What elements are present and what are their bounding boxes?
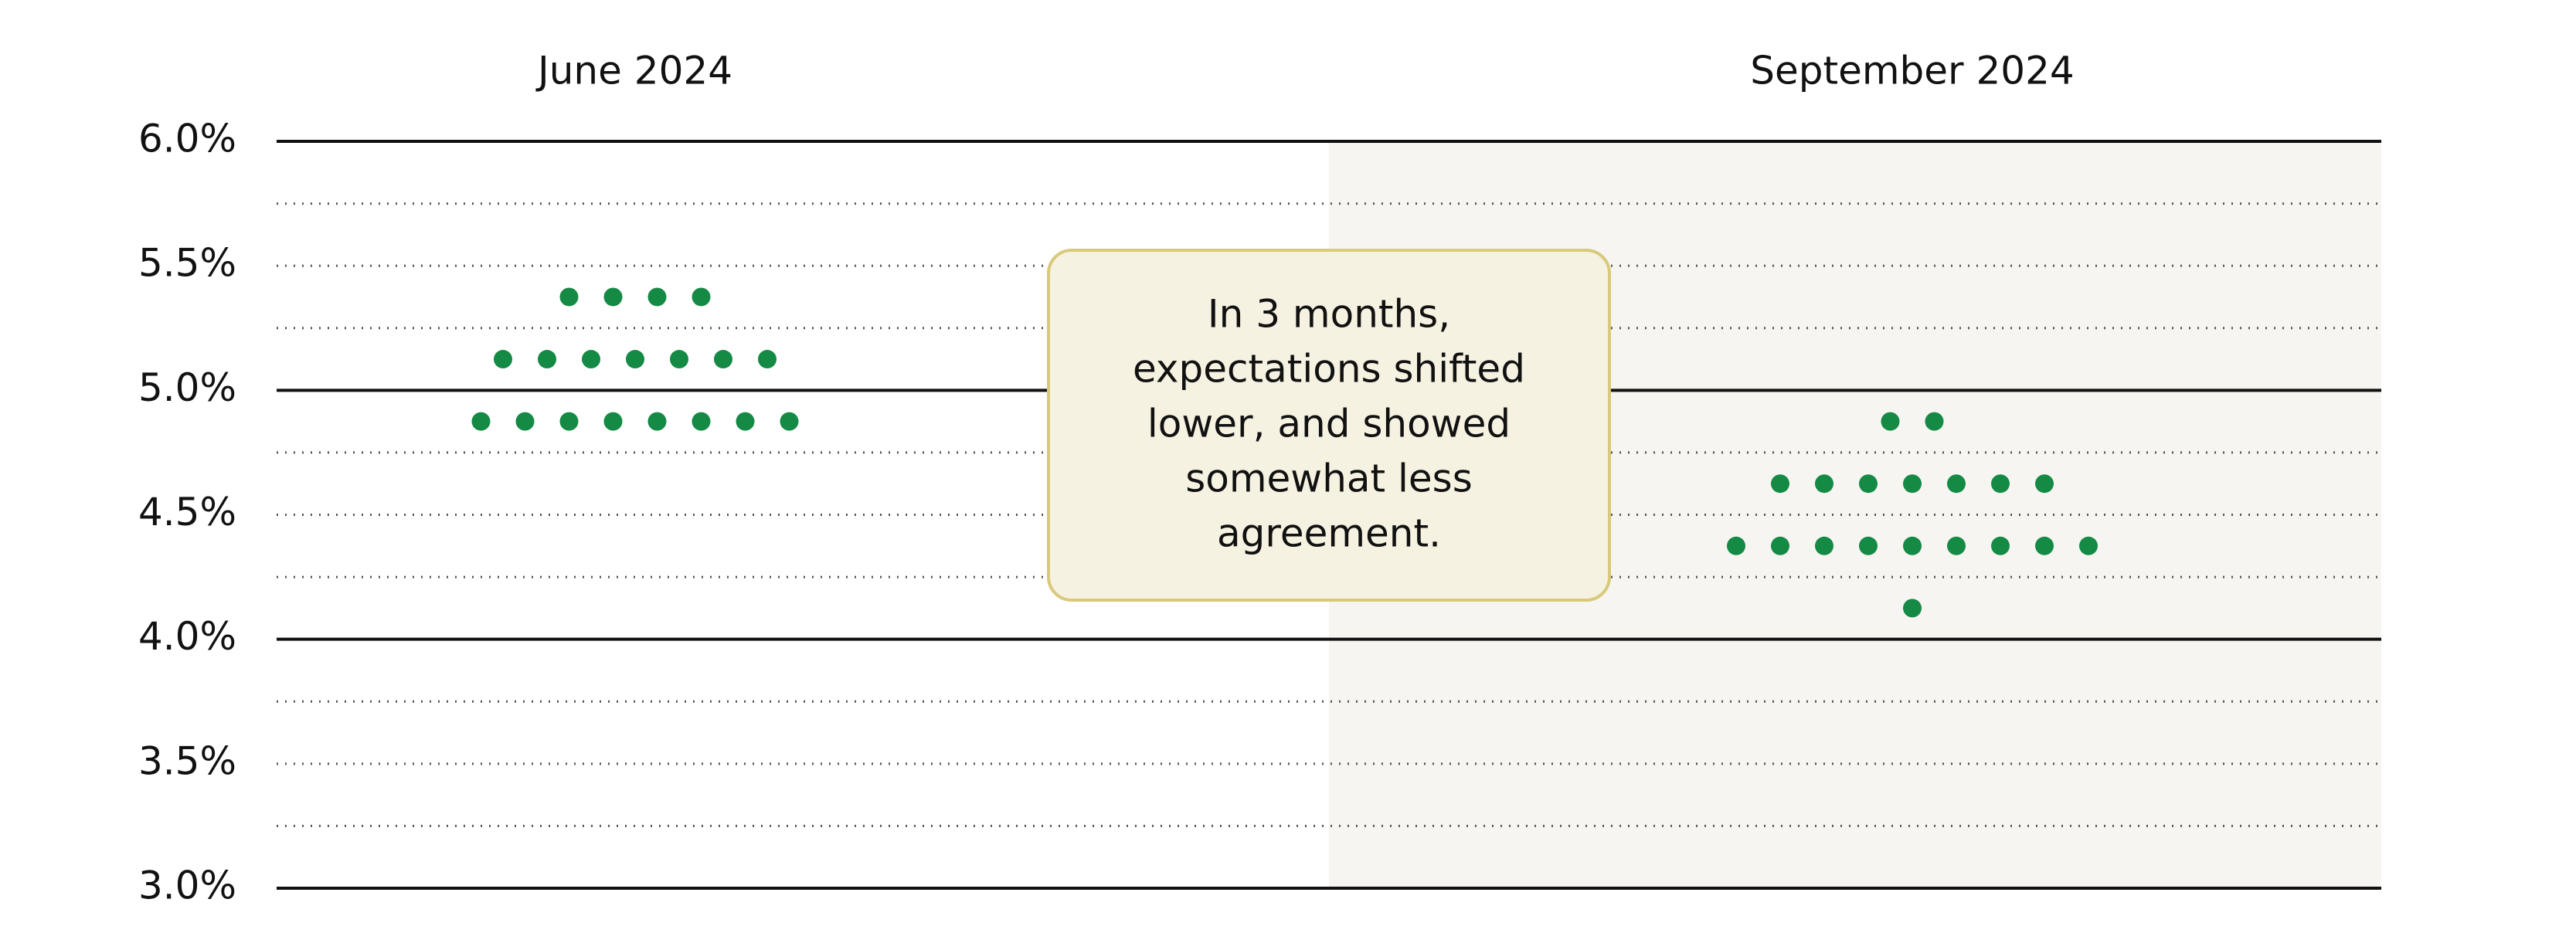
dot (1771, 474, 1789, 494)
dot (714, 350, 732, 369)
dot (1947, 474, 1966, 494)
annotation-text: lower, and showed (1147, 402, 1511, 446)
dot (1991, 536, 2010, 555)
dot (1771, 536, 1789, 555)
dot (494, 350, 512, 369)
y-tick-label: 3.5% (138, 738, 236, 783)
dot (647, 412, 667, 431)
y-tick-label: 5.5% (138, 241, 236, 286)
y-tick-label: 3.0% (138, 863, 236, 908)
dot (2035, 536, 2054, 555)
dot (582, 350, 600, 369)
dot (1991, 474, 2010, 494)
dot (559, 412, 579, 431)
dot (515, 412, 535, 431)
dot (692, 412, 711, 431)
dot (1727, 536, 1745, 555)
dot (559, 287, 579, 307)
annotation-text: agreement. (1217, 511, 1441, 556)
dot (670, 350, 688, 369)
y-tick-label: 4.5% (138, 490, 236, 534)
dot (1925, 412, 1944, 431)
dot (692, 287, 711, 307)
y-tick-label: 6.0% (138, 117, 236, 161)
dot (2035, 474, 2054, 494)
dot (1881, 412, 1900, 431)
annotation-text: somewhat less (1185, 456, 1473, 501)
annotation-text: In 3 months, (1208, 292, 1450, 337)
dot (1903, 536, 1922, 555)
dot (471, 412, 491, 431)
dot (603, 412, 623, 431)
dot (780, 412, 799, 431)
dot (1947, 536, 1966, 555)
dot (1859, 474, 1878, 494)
column-header: September 2024 (1750, 49, 2075, 93)
dot (758, 350, 777, 369)
dot (1903, 599, 1922, 618)
annotation-text: expectations shifted (1133, 347, 1525, 392)
column-header: June 2024 (535, 49, 732, 93)
dot (1815, 474, 1833, 494)
dot (1903, 474, 1922, 494)
dot (538, 350, 556, 369)
dot (736, 412, 755, 431)
dot (1859, 536, 1878, 555)
y-tick-label: 5.0% (138, 365, 236, 410)
dot (1815, 536, 1833, 555)
y-tick-label: 4.0% (138, 614, 236, 659)
dot (603, 287, 623, 307)
dot (626, 350, 644, 369)
dot (2079, 536, 2098, 555)
dot (647, 287, 667, 307)
annotation-box (1047, 249, 1611, 602)
